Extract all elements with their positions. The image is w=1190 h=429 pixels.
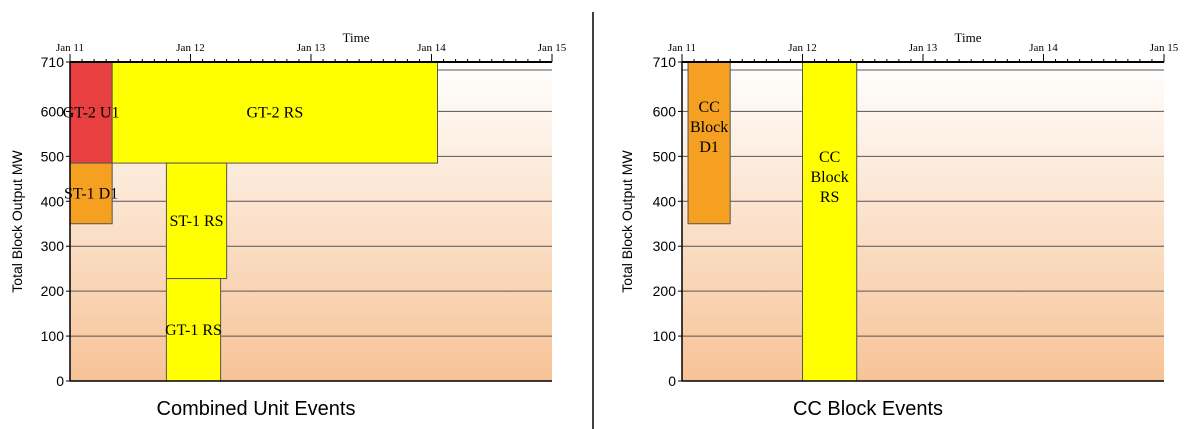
x-tick-label: Jan 15 — [1150, 42, 1179, 54]
y-tick-label: 300 — [653, 238, 677, 254]
x-tick-label: Jan 11 — [668, 42, 696, 54]
y-tick-label: 100 — [653, 328, 677, 344]
bar-label: Block — [690, 119, 728, 136]
bar-st-1-rs — [165, 162, 228, 280]
bar-label: ST-1 RS — [169, 213, 223, 230]
x-tick-label: Jan 13 — [297, 42, 326, 54]
y-tick-label: 500 — [653, 148, 677, 164]
y-tick-label: 200 — [653, 283, 677, 299]
x-tick-label: Jan 14 — [417, 42, 446, 54]
y-tick-label: 400 — [41, 193, 65, 209]
bar-label: GT-2 RS — [246, 105, 303, 122]
y-axis-label: Total Block Output MW — [619, 150, 635, 293]
plot-area — [682, 62, 1164, 381]
y-tick-label: 300 — [41, 238, 65, 254]
y-tick-label: 100 — [41, 328, 65, 344]
y-tick-label: 0 — [668, 373, 676, 389]
bar-gt-2-u1 — [69, 61, 113, 164]
bar-cc-block-d1 — [687, 61, 731, 225]
x-tick-label: Jan 14 — [1029, 42, 1058, 54]
x-tick-label: Jan 12 — [176, 42, 204, 54]
bar-label: CC — [819, 149, 840, 166]
bar-label: ST-1 D1 — [64, 185, 118, 202]
y-tick-label: 710 — [653, 54, 677, 70]
axis-title: Time — [343, 30, 370, 45]
bar-st-1-d1 — [69, 162, 113, 225]
y-axis-label: Total Block Output MW — [9, 150, 25, 293]
y-tick-label: 600 — [653, 103, 677, 119]
x-tick-label: Jan 15 — [538, 42, 567, 54]
bar-label: RS — [820, 189, 840, 206]
chart-caption: Combined Unit Events — [157, 398, 356, 420]
bar-label: GT-2 U1 — [63, 105, 120, 122]
chart-panel-2: CC Block D1 CC Block RS Jan 11 Jan 12 Jan 13 Jan … — [619, 30, 1179, 420]
x-tick-label: Jan 13 — [909, 42, 938, 54]
chart-panel-1: GT-2 U1 ST-1 D1 GT-2 RS ST-1 RS GT-1 RS Jan 1… — [9, 30, 567, 420]
bar-cc-block-rs — [802, 61, 858, 382]
y-tick-label: 500 — [41, 148, 65, 164]
bar-label: CC — [698, 99, 719, 116]
y-tick-label: 710 — [41, 54, 65, 70]
y-tick-label: 200 — [41, 283, 65, 299]
chart-caption: CC Block Events — [793, 398, 943, 420]
bar-label: D1 — [699, 139, 719, 156]
bar-label: Block — [811, 169, 849, 186]
y-tick-label: 600 — [41, 103, 65, 119]
axis-title: Time — [955, 30, 982, 45]
bar-label: GT-1 RS — [165, 322, 222, 339]
y-tick-label: 0 — [56, 373, 64, 389]
x-tick-label: Jan 12 — [788, 42, 816, 54]
x-tick-label: Jan 11 — [56, 42, 84, 54]
y-tick-label: 400 — [653, 193, 677, 209]
